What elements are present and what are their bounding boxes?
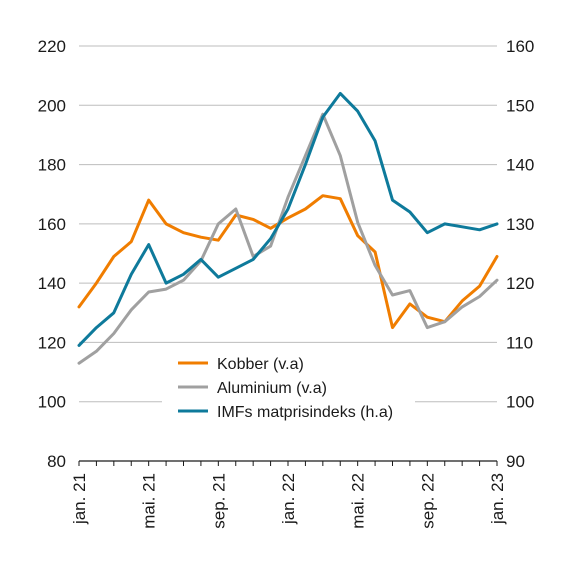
left-y-axis: 80 100 120 140 160 180 200 220	[38, 37, 66, 471]
right-y-tick-label: 140	[506, 156, 534, 175]
left-y-tick-label: 200	[38, 96, 66, 115]
right-y-tick-label: 160	[506, 37, 534, 56]
right-y-tick-label: 110	[506, 333, 533, 352]
right-y-axis: 90 100 110 120 130 140 150 160	[506, 37, 534, 471]
legend-label: IMFs matprisindeks (h.a)	[217, 404, 393, 421]
right-y-tick-label: 120	[506, 274, 534, 293]
left-y-tick-label: 120	[38, 333, 66, 352]
x-tick-label: sep. 22	[418, 473, 437, 529]
x-tick-label: jan. 23	[488, 473, 507, 525]
right-y-tick-label: 100	[506, 393, 534, 412]
series-lines	[77, 91, 499, 365]
left-y-tick-label: 80	[47, 452, 66, 471]
left-y-tick-label: 100	[38, 393, 66, 412]
legend-label: Kobber (v.a)	[217, 356, 304, 373]
left-y-tick-label: 220	[38, 37, 66, 56]
x-tick-label: sep. 21	[209, 473, 228, 529]
x-tick-label: mai. 22	[349, 473, 368, 529]
series-line	[77, 91, 499, 347]
left-y-tick-label: 180	[38, 156, 66, 175]
x-tick-label: jan. 22	[279, 473, 298, 525]
legend-label: Aluminium (v.a)	[217, 380, 327, 397]
series-line	[77, 194, 499, 330]
x-tick-label: mai. 21	[140, 473, 159, 529]
right-y-tick-label: 130	[506, 215, 534, 234]
legend: Kobber (v.a) Aluminium (v.a) IMFs matprisi…	[162, 350, 415, 426]
left-y-tick-label: 160	[38, 215, 66, 234]
x-tick-label: jan. 21	[70, 473, 89, 525]
series-line	[77, 112, 499, 365]
right-y-tick-label: 90	[506, 452, 525, 471]
right-y-tick-label: 150	[506, 96, 534, 115]
x-axis: jan. 21 mai. 21 sep. 21 jan. 22 mai. 22 sep. …	[70, 461, 507, 529]
left-y-tick-label: 140	[38, 274, 66, 293]
